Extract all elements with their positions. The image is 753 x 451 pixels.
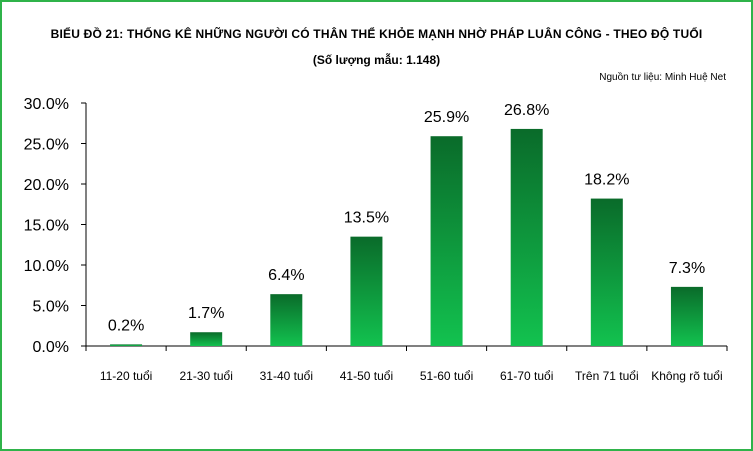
data-label: 0.2% — [108, 317, 144, 334]
data-label: 7.3% — [669, 260, 705, 277]
y-tick-label: 10.0% — [24, 258, 69, 275]
y-tick-label: 0.0% — [33, 339, 69, 356]
y-tick-label: 15.0% — [24, 218, 69, 235]
chart-source: Nguồn tư liệu: Minh Huệ Net — [599, 72, 726, 83]
bar — [110, 344, 143, 346]
x-tick-label: 11-20 tuổi — [100, 369, 152, 383]
bar — [510, 128, 543, 346]
x-tick-label: 61-70 tuổi — [500, 369, 553, 383]
bar — [430, 136, 463, 346]
bar — [350, 236, 383, 346]
data-label: 13.5% — [344, 210, 389, 227]
data-label: 18.2% — [584, 172, 629, 189]
bar — [670, 286, 703, 346]
data-label: 26.8% — [504, 102, 549, 119]
bar — [590, 198, 623, 346]
data-label: 25.9% — [424, 109, 469, 126]
data-label: 1.7% — [188, 305, 224, 322]
y-tick-label: 30.0% — [24, 96, 69, 113]
x-tick-label: Trên 71 tuổi — [575, 369, 639, 383]
x-tick-label: Không rõ tuổi — [651, 369, 722, 383]
x-tick-label: 41-50 tuổi — [340, 369, 393, 383]
y-tick-label: 5.0% — [33, 299, 69, 316]
x-tick-label: 31-40 tuổi — [260, 369, 313, 383]
chart-subtitle: (Số lượng mẫu: 1.148) — [312, 53, 441, 67]
y-tick-label: 20.0% — [24, 177, 69, 194]
bar — [270, 294, 303, 346]
x-tick-label: 21-30 tuổi — [180, 369, 233, 383]
y-tick-label: 25.0% — [24, 137, 69, 154]
x-tick-label: 51-60 tuổi — [420, 369, 473, 383]
chart-title: BIỂU ĐỒ 21: THỐNG KÊ NHỮNG NGƯỜI CÓ THÂN… — [50, 27, 703, 41]
bar — [190, 332, 223, 346]
data-label: 6.4% — [268, 267, 304, 284]
